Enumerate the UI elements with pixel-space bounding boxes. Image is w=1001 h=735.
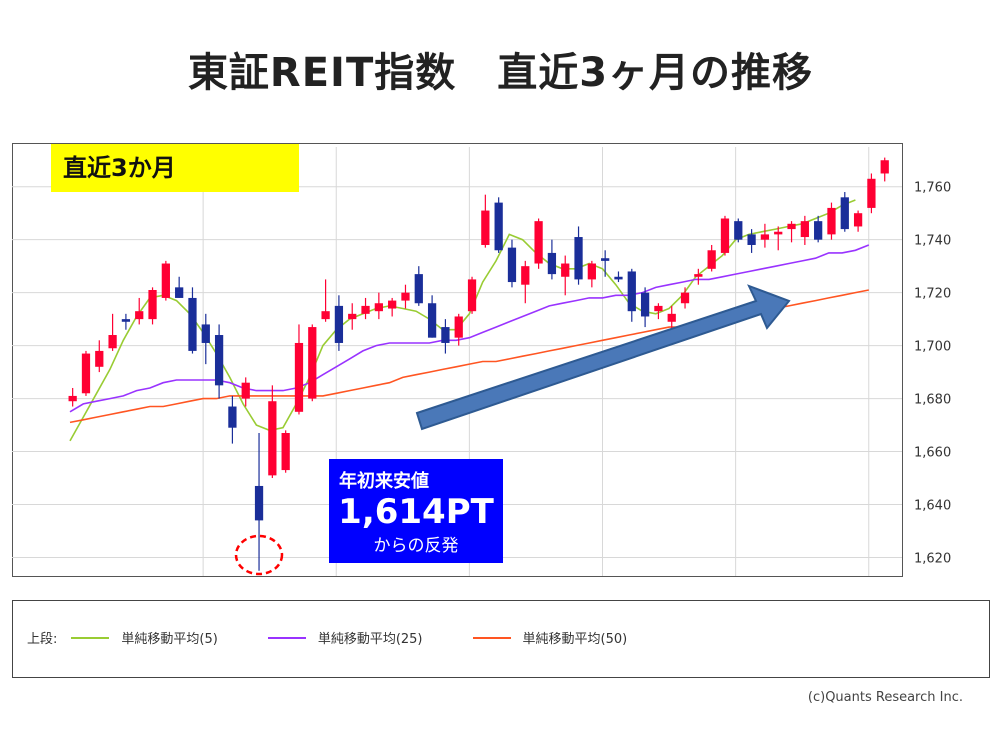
candle-body [334, 305, 344, 343]
trend-arrow-shape [415, 284, 791, 431]
y-tick-label: 1,640 [914, 499, 951, 514]
candle-body [720, 218, 730, 253]
legend-item-ma50: 単純移動平均(50) [472, 628, 628, 647]
candle-body [241, 382, 250, 399]
legend-label-ma25: 単純移動平均(25) [317, 632, 423, 647]
legend-label-ma5: 単純移動平均(5) [121, 632, 218, 647]
candle-body [388, 300, 397, 309]
candle-body [747, 234, 756, 245]
legend: 上段: 単純移動平均(5) 単純移動平均(25) 単純移動平均(50) [12, 600, 990, 678]
candle-body [161, 263, 170, 298]
candle-body [201, 324, 210, 343]
candle-body [601, 258, 610, 261]
legend-label-ma50: 単純移動平均(50) [522, 632, 628, 647]
y-tick-label: 1,740 [914, 234, 951, 249]
candle-body [228, 406, 237, 428]
candle-body [374, 303, 383, 312]
candle-body [774, 231, 783, 235]
legend-prefix: 上段: [27, 632, 58, 647]
ma-line-25 [69, 244, 870, 413]
candle-body [521, 266, 530, 285]
period-badge: 直近3か月 [51, 144, 299, 192]
candle-body [880, 160, 889, 174]
legend-item-ma5: 単純移動平均(5) [71, 628, 218, 647]
candle-body [680, 292, 690, 304]
legend-item-ma25: 単純移動平均(25) [267, 628, 423, 647]
callout-line1: 年初来安値 [339, 471, 429, 492]
candle-body [175, 287, 184, 298]
candle-body [614, 276, 623, 280]
candle-body [108, 335, 117, 349]
candle-body [135, 311, 144, 320]
candle-body [294, 342, 304, 412]
candle-body [694, 274, 703, 277]
candle-body [254, 485, 264, 521]
candle-body [827, 207, 836, 235]
candle-body [308, 327, 317, 399]
candle-body [268, 401, 277, 476]
candle-body [667, 313, 676, 322]
candle-body [321, 311, 330, 320]
candle-body [481, 210, 490, 245]
candle-body [68, 395, 77, 402]
candle-body [188, 297, 197, 351]
candle-body [348, 313, 357, 320]
candle-body [467, 279, 477, 312]
candle-body [734, 221, 743, 240]
y-tick-label: 1,720 [914, 287, 951, 302]
candle-body [760, 234, 770, 240]
candle-body [800, 221, 809, 238]
copyright-credit: (c)Quants Research Inc. [807, 690, 963, 705]
candle-body [707, 250, 716, 269]
candle-body [587, 263, 596, 280]
year-low-callout: 年初来安値 1,614PT からの反発 [329, 459, 503, 563]
y-axis-ticks: 1,620 1,640 1,660 1,680 1,700 1,720 1,740 1,760 [914, 181, 951, 567]
y-tick-label: 1,620 [914, 551, 951, 566]
candle-body [148, 290, 157, 320]
y-tick-label: 1,700 [914, 340, 951, 355]
y-tick-label: 1,760 [914, 181, 951, 196]
candle-body [214, 335, 224, 386]
candle-body [454, 316, 463, 338]
y-tick-label: 1,680 [914, 393, 951, 408]
candle-body [640, 292, 650, 317]
candle-body [867, 178, 876, 208]
candle-body [414, 274, 423, 304]
callout-line2: 1,614PT [338, 492, 494, 532]
y-tick-label: 1,660 [914, 446, 951, 461]
year-low-marker [234, 534, 284, 576]
candle-body [95, 350, 104, 367]
candle-body [627, 271, 636, 312]
page-title: 東証REIT指数 直近3ヶ月の推移 [187, 50, 814, 96]
candle-body [853, 213, 863, 227]
trend-arrow [415, 284, 791, 431]
candle-body [361, 305, 370, 314]
candle-body [427, 303, 437, 338]
candle-body [654, 305, 663, 312]
candle-body [814, 221, 823, 240]
legend-swatch-ma5 [71, 636, 110, 639]
callout-line3: からの反発 [373, 536, 459, 556]
legend-swatch-ma50 [472, 636, 511, 639]
candle-body [840, 197, 849, 230]
candles [68, 157, 889, 571]
candle-body [574, 237, 583, 280]
candle-body [534, 221, 543, 264]
candle-body [441, 327, 450, 343]
candle-body [507, 247, 517, 283]
candle-body [547, 252, 557, 275]
candle-body [561, 263, 570, 277]
candle-body [401, 292, 410, 301]
candle-body [494, 202, 503, 251]
candle-body [121, 319, 131, 322]
legend-swatch-ma25 [267, 636, 306, 639]
candle-body [281, 433, 290, 471]
candle-body [787, 223, 796, 230]
candle-body [81, 353, 91, 394]
